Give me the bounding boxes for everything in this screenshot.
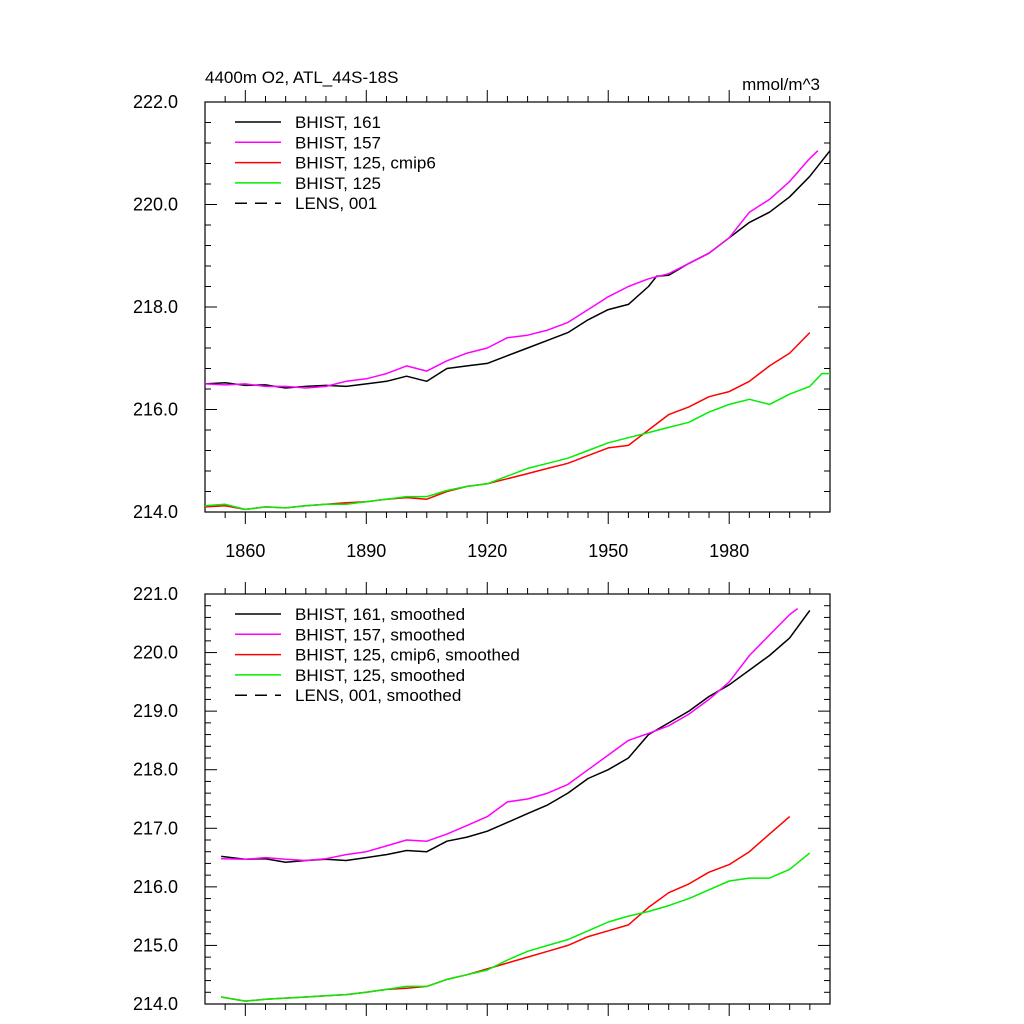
legend-label: BHIST, 157, smoothed: [295, 625, 465, 644]
y-tick-label: 221.0: [133, 584, 178, 604]
legend-label: BHIST, 161, smoothed: [295, 605, 465, 624]
x-tick-label: 1860: [225, 541, 265, 561]
chart-units-label: mmol/m^3: [742, 75, 820, 94]
y-tick-label: 214.0: [133, 502, 178, 522]
plots-group: 1860 1890 1920 1950 1980 214.0 216.0 218.0 220.0…: [133, 90, 831, 1016]
y-tick-label: 217.0: [133, 818, 178, 838]
legend-label: BHIST, 125, cmip6: [295, 154, 436, 173]
chart-title: 4400m O2, ATL_44S-18S: [205, 68, 398, 87]
legend-label: LENS, 001, smoothed: [295, 686, 461, 705]
y-tick-label: 216.0: [133, 877, 178, 897]
legend-label: BHIST, 125: [295, 174, 381, 193]
series-line-4: [204, 372, 830, 511]
legend-label: LENS, 001: [295, 194, 377, 213]
x-tick-label: 1890: [346, 541, 386, 561]
legend-label: BHIST, 125, smoothed: [295, 666, 465, 685]
y-tick-label: 214.0: [133, 994, 178, 1014]
plot-frame: [204, 593, 831, 1005]
y-tick-label: 215.0: [133, 935, 178, 955]
series-line-3: [204, 332, 811, 511]
chart-panel-1: 1860 1890 1920 1950 1980 214.0 216.0 218.0 220.0…: [133, 90, 831, 561]
legend-label: BHIST, 161: [295, 113, 381, 132]
series-line-3: [220, 816, 791, 1002]
x-tick-label: 1980: [709, 541, 749, 561]
y-tick-label: 220.0: [133, 195, 178, 215]
y-tick-label: 220.0: [133, 643, 178, 663]
series-line-4: [220, 852, 811, 1002]
y-tick-label: 218.0: [133, 760, 178, 780]
x-tick-label: 1950: [588, 541, 628, 561]
x-tick-label: 1920: [467, 541, 507, 561]
y-tick-label: 222.0: [133, 92, 178, 112]
y-tick-label: 218.0: [133, 297, 178, 317]
series-line-2: [221, 607, 799, 862]
chart-panel-2: 214.0 215.0 216.0 217.0 218.0 219.0 220.0 221.0…: [133, 582, 831, 1016]
legend-label: BHIST, 157: [295, 133, 381, 152]
series-line-2: [204, 150, 819, 389]
legend-label: BHIST, 125, cmip6, smoothed: [295, 646, 520, 665]
y-tick-label: 219.0: [133, 701, 178, 721]
y-tick-label: 216.0: [133, 400, 178, 420]
